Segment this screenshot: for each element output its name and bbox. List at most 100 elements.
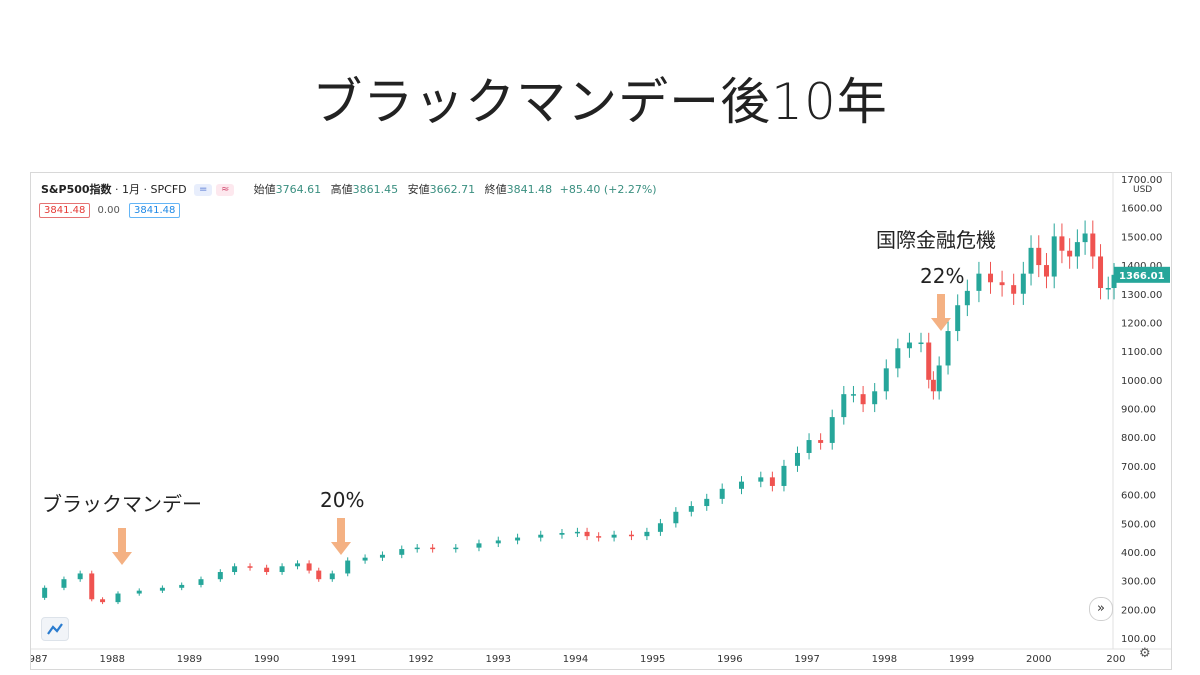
x-tick-label: 1988 bbox=[99, 654, 124, 665]
low-label: 安値 bbox=[407, 183, 430, 196]
ohlc-readout: 始値3764.61 高値3861.45 安値3662.71 終値3841.48 … bbox=[248, 183, 657, 196]
x-tick-label: 1994 bbox=[563, 654, 588, 665]
x-tick-label: 1993 bbox=[486, 654, 511, 665]
candle-body bbox=[673, 511, 679, 524]
x-tick-label: 1995 bbox=[640, 654, 665, 665]
candle-body bbox=[316, 570, 322, 580]
candle-body bbox=[769, 477, 775, 486]
candle-body bbox=[89, 573, 95, 600]
source-label: SPCFD bbox=[150, 183, 187, 196]
scroll-to-realtime-icon[interactable]: » bbox=[1089, 597, 1113, 621]
candle-body bbox=[1090, 233, 1096, 257]
tradingview-logo-icon[interactable] bbox=[41, 617, 69, 641]
candle-body bbox=[399, 549, 405, 555]
x-tick-label: 2000 bbox=[1026, 654, 1051, 665]
y-tick-label: 600.00 bbox=[1121, 491, 1156, 502]
candle-body bbox=[430, 547, 436, 550]
last-price-tag bbox=[1114, 266, 1170, 283]
candle-body bbox=[818, 440, 824, 443]
y-tick-label: 1200.00 bbox=[1121, 318, 1162, 329]
open-label: 始値 bbox=[253, 183, 276, 196]
currency-label: USD bbox=[1133, 185, 1152, 195]
candle-body bbox=[247, 566, 253, 568]
chart-panel: 1700.00 1600.00 1500.00 1400.00 1300.00 1200.… bbox=[30, 172, 1172, 670]
price-chart[interactable]: 1700.00 1600.00 1500.00 1400.00 1300.00 1200.… bbox=[31, 173, 1171, 669]
candle-body bbox=[930, 379, 936, 392]
candle-body bbox=[918, 342, 924, 345]
candle-body bbox=[574, 531, 580, 534]
candle-body bbox=[1020, 273, 1026, 294]
gear-icon[interactable]: ⚙ bbox=[1139, 646, 1151, 661]
y-tick-label: 200.00 bbox=[1121, 605, 1156, 616]
x-tick-label: 1989 bbox=[177, 654, 202, 665]
candle-body bbox=[719, 488, 725, 499]
candle-body bbox=[217, 572, 223, 580]
candle-body bbox=[945, 331, 951, 366]
candle-body bbox=[1074, 242, 1080, 257]
candle-body bbox=[988, 273, 994, 283]
candle-body bbox=[264, 567, 270, 573]
candle-body bbox=[136, 590, 142, 594]
x-tick-label: 1987 bbox=[31, 654, 48, 665]
last-price-label: 1366.01 bbox=[1119, 271, 1165, 282]
y-tick-label: 800.00 bbox=[1121, 433, 1156, 444]
open-value: 3764.61 bbox=[275, 183, 322, 196]
candle-body bbox=[806, 440, 812, 453]
candle-body bbox=[883, 368, 889, 392]
x-tick-label: 1990 bbox=[254, 654, 279, 665]
drop-1990-label: 20% bbox=[320, 488, 365, 512]
crisis-label: 国際金融危機 bbox=[876, 228, 996, 252]
candle-body bbox=[1051, 236, 1057, 277]
candle-body bbox=[1067, 250, 1073, 257]
y-tick-label: 900.00 bbox=[1121, 405, 1156, 416]
candle-body bbox=[559, 533, 565, 535]
spread-value: 0.00 bbox=[97, 205, 120, 216]
candle-body bbox=[829, 417, 835, 443]
y-tick-label: 1700.00 bbox=[1121, 175, 1162, 186]
candle-body bbox=[955, 305, 961, 332]
candle-body bbox=[198, 579, 204, 585]
change-value: +85.40 (+2.27%) bbox=[559, 183, 657, 196]
candle-body bbox=[596, 536, 602, 538]
y-tick-label: 700.00 bbox=[1121, 462, 1156, 473]
candle-body bbox=[329, 573, 335, 580]
y-tick-label: 100.00 bbox=[1121, 634, 1156, 645]
wave-icon[interactable]: ≈ bbox=[216, 184, 235, 196]
candle-body bbox=[906, 342, 912, 349]
candle-body bbox=[794, 452, 800, 466]
candle-body bbox=[379, 554, 385, 558]
symbol-name[interactable]: S&P500指数 bbox=[41, 183, 112, 196]
y-tick-label: 1000.00 bbox=[1121, 376, 1162, 387]
candle-body bbox=[279, 566, 285, 573]
close-value: 3841.48 bbox=[506, 183, 553, 196]
candle-body bbox=[738, 481, 744, 489]
x-tick-label: 1991 bbox=[331, 654, 356, 665]
buy-price[interactable]: 3841.48 bbox=[129, 203, 181, 218]
black-monday-label: ブラックマンデー bbox=[42, 492, 202, 516]
sell-price[interactable]: 3841.48 bbox=[39, 203, 91, 218]
drop-1998-label: 22% bbox=[920, 264, 965, 288]
y-tick-label: 500.00 bbox=[1121, 519, 1156, 530]
candle-body bbox=[999, 282, 1005, 286]
x-tick-label: 200 bbox=[1106, 654, 1125, 665]
candle-body bbox=[77, 573, 83, 580]
candle-body bbox=[232, 566, 238, 573]
candle-body bbox=[42, 587, 48, 598]
candle-body bbox=[860, 394, 866, 405]
candle-body bbox=[115, 593, 121, 603]
candle-body bbox=[1036, 247, 1042, 266]
equals-icon[interactable]: = bbox=[194, 184, 213, 196]
x-tick-label: 1997 bbox=[794, 654, 819, 665]
low-value: 3662.71 bbox=[429, 183, 476, 196]
candle-body bbox=[159, 587, 165, 591]
x-tick-label: 1996 bbox=[717, 654, 742, 665]
y-tick-label: 1300.00 bbox=[1121, 290, 1162, 301]
candle-body bbox=[495, 540, 501, 544]
candle-body bbox=[1011, 285, 1017, 294]
slide-title: ブラックマンデー後10年 bbox=[312, 73, 888, 131]
candle-body bbox=[414, 547, 420, 550]
symbol-header: S&P500指数 · 1月 · SPCFD = ≈ 始値3764.61 高値386… bbox=[41, 183, 657, 196]
x-tick-label: 1992 bbox=[408, 654, 433, 665]
interval-label[interactable]: 1月 bbox=[122, 183, 141, 196]
candle-body bbox=[345, 560, 351, 574]
